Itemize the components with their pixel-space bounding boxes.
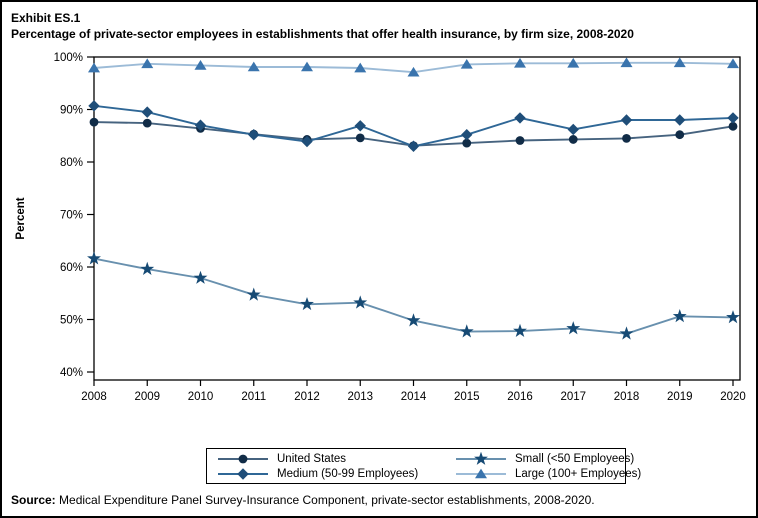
star-data-point: [353, 295, 368, 309]
circle-data-point: [568, 135, 578, 144]
circle-data-point: [675, 130, 685, 140]
exhibit-label: Exhibit ES.1: [11, 11, 81, 25]
diamond-marker-icon: [218, 467, 268, 480]
circle-marker-icon: [218, 454, 268, 463]
triangle-data-point: [567, 57, 580, 68]
star-data-point: [672, 309, 687, 323]
diamond-data-point: [141, 106, 153, 118]
diamond-data-point: [88, 100, 100, 112]
legend-label: Medium (50-99 Employees): [277, 467, 419, 480]
diamond-data-point: [514, 112, 526, 124]
triangle-data-point: [194, 60, 207, 70]
page-title: Percentage of private-sector employees i…: [11, 27, 634, 42]
source-note: Source: Medical Expenditure Panel Survey…: [11, 493, 595, 507]
star-data-point: [726, 310, 740, 324]
x-tick-label: 2015: [454, 391, 480, 403]
star-data-point: [193, 270, 208, 284]
diamond-data-point: [461, 129, 473, 141]
star-data-point: [406, 313, 421, 327]
x-tick-label: 2011: [241, 391, 266, 403]
triangle-data-point: [620, 57, 633, 68]
x-tick-label: 2020: [720, 391, 746, 403]
legend-item-small: Small (<50 Employees): [455, 451, 641, 466]
x-tick-label: 2019: [667, 391, 693, 403]
star-data-point: [459, 324, 474, 338]
plot-frame: [93, 56, 741, 381]
star-data-point: [566, 321, 581, 335]
series-line: [93, 104, 734, 148]
y-tick-label: 60%: [60, 262, 83, 274]
y-tick-label: 90%: [60, 105, 83, 117]
triangle-data-point: [673, 57, 686, 68]
triangle-marker-icon: [456, 468, 506, 478]
diamond-data-point: [194, 119, 207, 131]
diamond-data-point: [407, 140, 420, 152]
triangle-data-point: [354, 62, 367, 73]
legend-label: United States: [277, 452, 347, 465]
triangle-data-point: [88, 62, 100, 73]
y-tick-label: 70%: [60, 210, 83, 222]
diamond-data-point: [674, 114, 686, 126]
star-data-point: [246, 287, 261, 301]
circle-data-point: [622, 133, 631, 143]
diamond-data-point: [727, 112, 739, 124]
x-tick-label: 2016: [507, 391, 533, 403]
x-tick-label: 2008: [81, 391, 107, 403]
circle-data-point: [89, 117, 99, 127]
star-data-point: [87, 251, 101, 265]
y-tick-label: 40%: [60, 367, 83, 379]
triangle-data-point: [301, 61, 313, 72]
diamond-data-point: [248, 129, 260, 141]
x-tick-label: 2018: [614, 391, 640, 403]
legend-item-medium: Medium (50-99 Employees): [217, 467, 455, 481]
y-tick-label: 80%: [60, 157, 83, 169]
diamond-data-point: [567, 123, 579, 136]
x-tick-label: 2014: [401, 391, 427, 403]
source-label: Source:: [11, 493, 56, 507]
diamond-data-point: [620, 114, 633, 126]
triangle-data-point: [247, 61, 260, 72]
source-text: Medical Expenditure Panel Survey-Insuran…: [55, 493, 595, 507]
triangle-data-point: [407, 66, 420, 77]
circle-data-point: [515, 136, 525, 145]
triangle-data-point: [727, 58, 739, 69]
star-marker-icon: [456, 451, 506, 465]
y-axis-title: Percent: [15, 197, 27, 239]
chart-legend: United States Small (<50 Employees) Medi…: [206, 448, 641, 484]
x-tick-label: 2013: [347, 391, 373, 403]
page-header: Exhibit ES.1 Percentage of private-secto…: [11, 10, 634, 42]
diamond-data-point: [301, 135, 313, 148]
circle-data-point: [142, 118, 152, 128]
legend-item-large: Large (100+ Employees): [455, 467, 641, 481]
x-tick-label: 2009: [134, 391, 160, 403]
line-chart: 100% 90% 80% 70% 60% 50% 40% 2008 2009 2010 2011 20…: [15, 52, 746, 403]
x-tick-label: 2012: [294, 391, 320, 403]
star-data-point: [513, 323, 527, 337]
star-data-point: [140, 261, 155, 276]
triangle-data-point: [514, 57, 526, 68]
x-tick-label: 2010: [188, 391, 214, 403]
diamond-data-point: [354, 120, 366, 132]
legend-label: Large (100+ Employees): [515, 467, 642, 480]
triangle-data-point: [460, 58, 473, 69]
circle-data-point: [728, 121, 738, 131]
circle-data-point: [462, 138, 472, 148]
star-data-point: [619, 326, 634, 340]
legend-item-united-states: United States: [217, 452, 455, 466]
triangle-data-point: [141, 58, 154, 69]
circle-data-point: [355, 133, 365, 143]
x-tick-label: 2017: [560, 391, 586, 403]
star-data-point: [300, 296, 314, 311]
legend-label: Small (<50 Employees): [515, 452, 635, 465]
y-tick-label: 100%: [54, 52, 83, 64]
y-tick-label: 50%: [60, 315, 83, 327]
